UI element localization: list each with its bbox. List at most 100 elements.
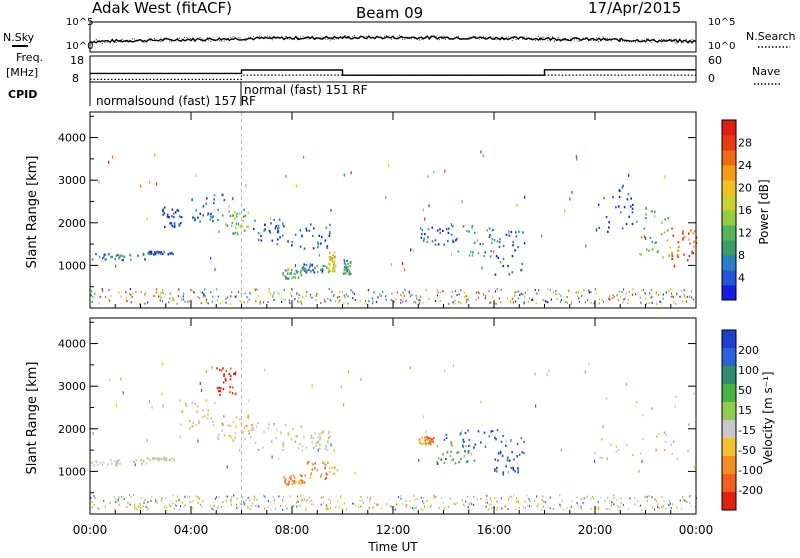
noise-speck bbox=[108, 298, 110, 301]
noise-speck bbox=[187, 300, 189, 303]
echo-cell-1 bbox=[154, 253, 157, 256]
echo-cell-14 bbox=[608, 226, 610, 229]
noise-speck bbox=[566, 302, 569, 305]
power-colorbar-swatch bbox=[722, 240, 736, 256]
echo-cell-4 bbox=[268, 423, 270, 426]
echo-cell-16 bbox=[677, 246, 680, 249]
noise-speck bbox=[418, 299, 420, 302]
echo-cell-5 bbox=[277, 238, 279, 241]
echo-cell-5 bbox=[325, 445, 327, 448]
echo-cell-14 bbox=[612, 196, 614, 199]
noise-speck bbox=[598, 302, 600, 305]
noise-speck bbox=[150, 499, 152, 502]
echo-cell-3 bbox=[218, 433, 220, 436]
noise-speck bbox=[467, 298, 469, 301]
echo-cell-9 bbox=[423, 442, 425, 445]
noise-speck bbox=[259, 302, 261, 305]
noise-speck bbox=[296, 292, 298, 295]
noise-speck bbox=[566, 507, 568, 510]
noise-speck bbox=[515, 291, 517, 294]
noise-speck bbox=[113, 495, 115, 498]
noise-speck bbox=[343, 502, 346, 505]
noise-speck bbox=[439, 300, 441, 302]
echo-cell-10 bbox=[348, 270, 351, 273]
echo-cell-4 bbox=[267, 427, 270, 430]
sporadic-echo bbox=[343, 403, 345, 407]
noise-speck bbox=[340, 495, 342, 498]
echo-cell-10 bbox=[348, 272, 350, 275]
sporadic-echo bbox=[232, 197, 234, 201]
noise-speck bbox=[133, 504, 136, 507]
echo-cell-5 bbox=[279, 236, 281, 239]
echo-cell-11 bbox=[505, 444, 507, 447]
echo-cell-13 bbox=[515, 235, 518, 238]
noise-speck bbox=[491, 507, 493, 510]
echo-cell-6 bbox=[292, 474, 295, 477]
echo-cell-9 bbox=[331, 270, 334, 273]
noise-speck bbox=[584, 301, 586, 304]
cpid-text-2: normal (fast) 151 RF bbox=[244, 83, 368, 97]
noise-speck bbox=[297, 495, 299, 498]
noise-speck bbox=[400, 299, 402, 301]
noise-speck bbox=[253, 499, 255, 502]
noise-speck bbox=[236, 506, 238, 509]
noise-speck bbox=[558, 293, 560, 295]
noise-speck bbox=[347, 295, 349, 298]
sporadic-echo bbox=[571, 190, 573, 194]
noise-speck bbox=[138, 505, 140, 508]
noise-speck bbox=[620, 502, 622, 505]
noise-speck bbox=[160, 296, 162, 299]
noise-speck bbox=[529, 500, 531, 502]
noise-speck bbox=[651, 496, 653, 498]
noise-speck bbox=[623, 288, 625, 291]
noise-speck bbox=[430, 504, 432, 507]
echo-cell-8 bbox=[322, 264, 324, 267]
noise-speck bbox=[598, 506, 600, 509]
noise-speck bbox=[255, 300, 257, 303]
noise-speck bbox=[368, 506, 370, 509]
noise-speck bbox=[90, 289, 92, 292]
noise-speck bbox=[591, 497, 593, 500]
sporadic-echo bbox=[245, 183, 247, 187]
noise-speck bbox=[523, 301, 525, 304]
noise-speck bbox=[338, 295, 340, 298]
noise-speck bbox=[371, 297, 374, 300]
noise-speck bbox=[657, 503, 659, 506]
echo-cell-5 bbox=[313, 446, 315, 450]
noise-speck bbox=[230, 498, 232, 501]
noise-speck bbox=[93, 503, 95, 506]
noise-speck bbox=[607, 496, 609, 499]
sporadic-echo bbox=[347, 370, 349, 374]
noise-speck bbox=[487, 508, 490, 511]
echo-cell-13 bbox=[508, 273, 511, 276]
noise-speck bbox=[586, 495, 588, 498]
noise-speck bbox=[590, 507, 592, 510]
noise-speck bbox=[395, 298, 397, 301]
noise-speck bbox=[460, 302, 462, 305]
echo-cell-8 bbox=[321, 270, 324, 273]
sporadic-echo bbox=[214, 268, 216, 271]
echo-cell-8 bbox=[219, 390, 221, 393]
noise-speck bbox=[382, 290, 384, 293]
echo-cell-13 bbox=[615, 445, 618, 448]
noise-speck bbox=[436, 294, 438, 297]
noise-speck bbox=[205, 301, 208, 304]
sporadic-echo bbox=[425, 430, 427, 434]
noise-speck bbox=[344, 296, 346, 299]
echo-cell-10 bbox=[451, 444, 454, 447]
echo-cell-2 bbox=[181, 411, 184, 414]
echo-cell-12 bbox=[511, 451, 513, 454]
echo-cell-8 bbox=[229, 374, 232, 377]
echo-cell-12 bbox=[483, 254, 486, 258]
noise-speck bbox=[405, 499, 407, 502]
echo-cell-6 bbox=[303, 481, 306, 484]
echo-cell-11 bbox=[450, 441, 453, 444]
sporadic-echo bbox=[641, 459, 643, 463]
noise-speck bbox=[169, 505, 171, 508]
noise-speck bbox=[99, 296, 101, 298]
noise-speck bbox=[535, 302, 537, 305]
echo-cell-12 bbox=[497, 459, 499, 462]
echo-cell-12 bbox=[468, 230, 470, 233]
noise-speck bbox=[267, 506, 269, 509]
